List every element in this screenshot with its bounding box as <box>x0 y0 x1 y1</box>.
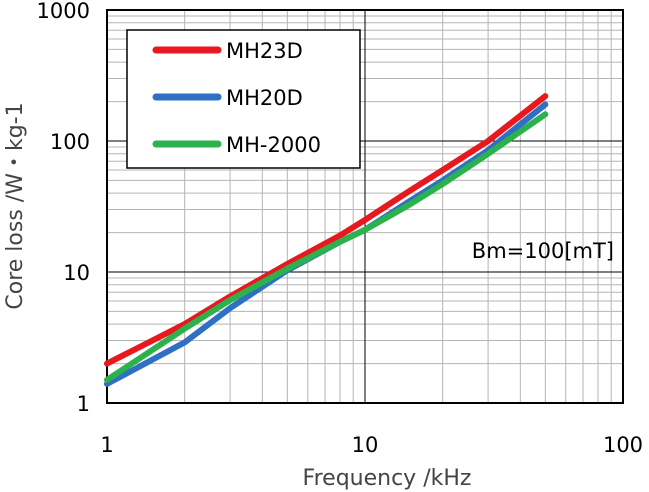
series-layer <box>104 93 549 387</box>
x-axis-label: Frequency /kHz <box>303 466 472 491</box>
x-tick-label: 10 <box>352 433 379 457</box>
bm-annotation: Bm=100[mT] <box>472 239 614 263</box>
x-tick-label: 1 <box>100 433 113 457</box>
series-line-mh-2000 <box>104 111 549 383</box>
legend-label-mh23d: MH23D <box>226 39 303 63</box>
legend-label-mh20d: MH20D <box>226 86 303 110</box>
y-tick-label: 1000 <box>37 0 90 23</box>
y-tick-label: 1 <box>77 392 90 416</box>
legend-label-mh-2000: MH-2000 <box>226 133 321 157</box>
y-axis-label: Core loss /W・kg-1 <box>3 102 28 309</box>
tick-labels: 1 10 100 1 10 100 1000 <box>37 0 644 457</box>
y-tick-label: 10 <box>63 261 90 285</box>
plot-frame <box>106 9 624 404</box>
x-tick-label: 100 <box>603 433 643 457</box>
legend: MH23D MH20D MH-2000 <box>126 29 361 169</box>
y-tick-label: 100 <box>50 130 90 154</box>
series-line-mh23d <box>104 93 549 367</box>
